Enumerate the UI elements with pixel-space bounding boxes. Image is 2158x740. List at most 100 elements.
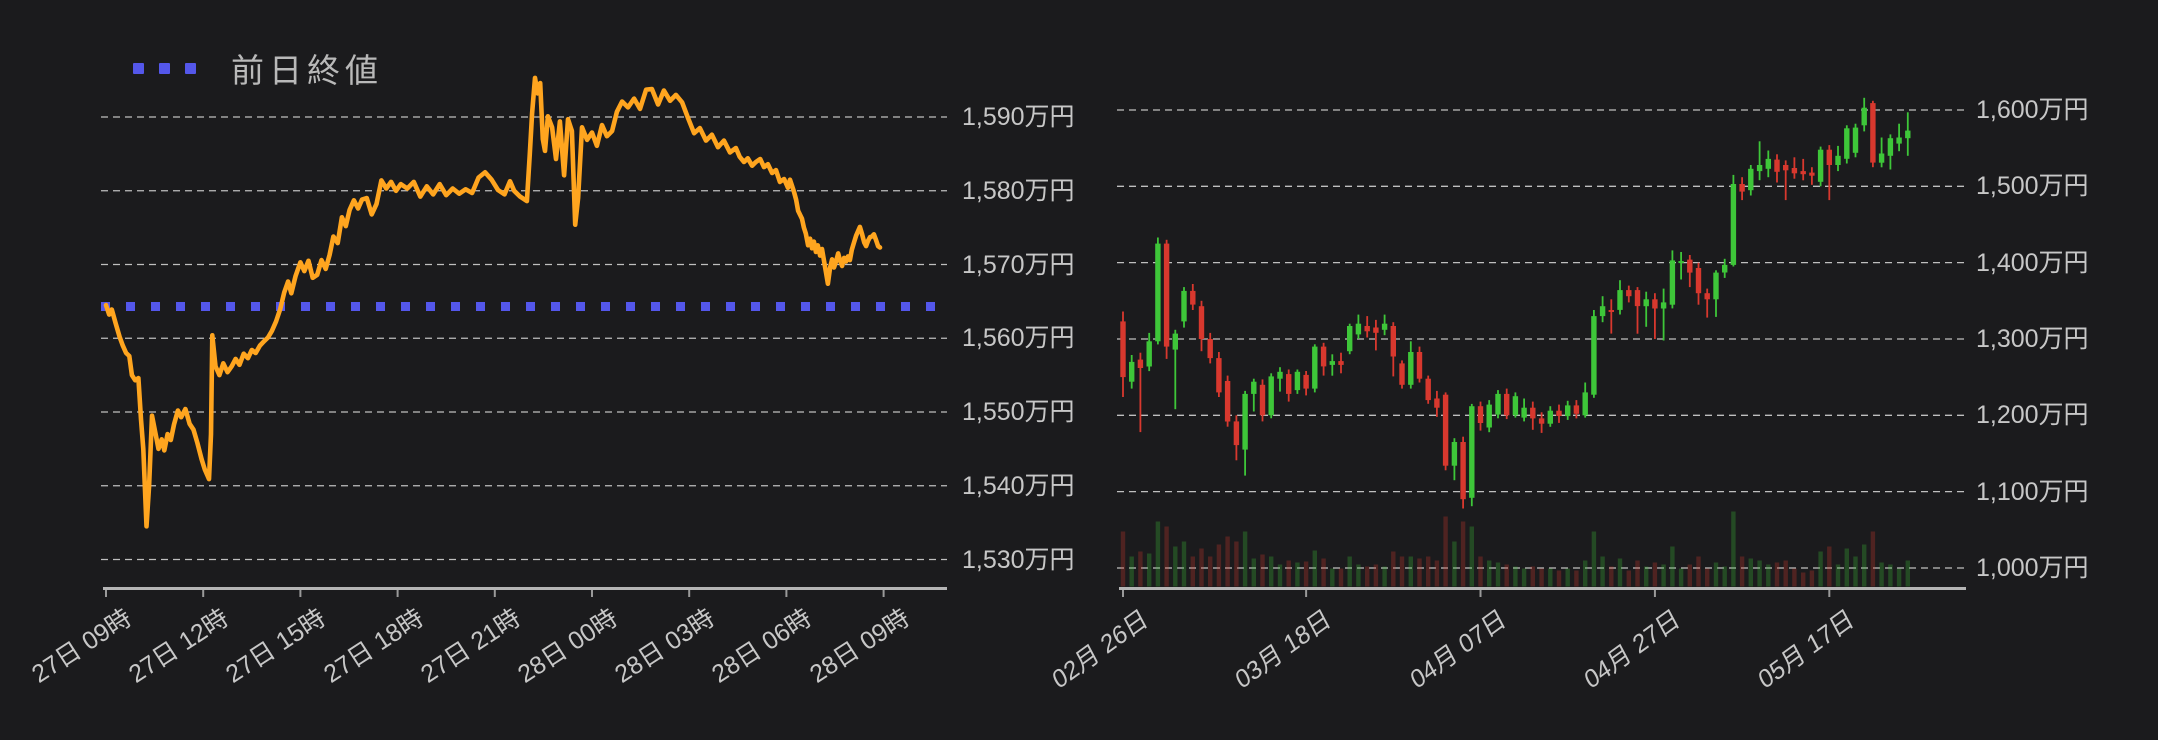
volume-bar: [1617, 558, 1623, 587]
candle-body-down: [1530, 407, 1536, 419]
candle-body-up: [1565, 405, 1571, 417]
volume-bar: [1661, 564, 1666, 587]
candle-body-down: [1216, 358, 1222, 393]
volume-bar: [1835, 564, 1841, 587]
candle-body-up: [1835, 155, 1841, 165]
volume-bar: [1635, 560, 1640, 587]
volume-bar: [1600, 556, 1605, 587]
candle-body-up: [1495, 393, 1501, 415]
candle-body-down: [1416, 352, 1423, 379]
candle-wick: [1706, 288, 1709, 318]
volume-bar: [1443, 516, 1448, 587]
prev-close-dot-icon: [185, 62, 196, 74]
volume-bar: [1382, 566, 1387, 587]
volume-bar: [1565, 568, 1570, 587]
volume-bar: [1583, 560, 1588, 587]
volume-bar: [1574, 570, 1579, 587]
volume-bar: [1129, 556, 1134, 587]
volume-bar: [1277, 564, 1283, 587]
candle-body-up: [1582, 392, 1588, 416]
volume-bar: [1766, 564, 1771, 587]
candle-body-down: [1207, 339, 1213, 359]
candle-wick: [1636, 287, 1639, 334]
volume-bar: [1748, 558, 1753, 587]
candle-body-down: [1425, 378, 1431, 401]
volume-bar: [1208, 556, 1213, 587]
volume-bar: [1460, 521, 1466, 587]
candle-wick: [1898, 123, 1900, 152]
candle-body-up: [1852, 127, 1859, 153]
candle-body-down: [1163, 243, 1170, 347]
candle-body-up: [1129, 361, 1135, 382]
candle-wick: [1828, 145, 1831, 201]
candle-body-up: [1660, 302, 1667, 309]
candle-body-up: [1844, 128, 1850, 159]
candle-body-down: [1695, 268, 1702, 294]
volume-bar: [1870, 531, 1876, 587]
candle-body-up: [1905, 130, 1911, 139]
volume-bar: [1548, 568, 1553, 587]
candle-body-down: [1190, 290, 1196, 305]
volume-bar: [1495, 562, 1501, 587]
volume-bar: [1539, 568, 1544, 587]
volume-bar: [1888, 564, 1893, 587]
candle-body-down: [1800, 171, 1806, 175]
volume-bar: [1670, 546, 1675, 587]
volume-bar: [1234, 541, 1239, 587]
candle-body-up: [1512, 396, 1519, 416]
candle-body-up: [1347, 326, 1353, 352]
candle-body-up: [1146, 341, 1152, 367]
candle-body-down: [1774, 159, 1780, 172]
intraday-chart-area[interactable]: [100, 40, 947, 600]
volume-bar: [1321, 558, 1326, 587]
candle-wick: [1174, 329, 1177, 410]
volume-bar: [1626, 570, 1631, 587]
candle-body-up: [1469, 406, 1475, 498]
volume-bar: [1757, 560, 1762, 587]
candle-body-up: [1861, 107, 1867, 126]
volume-bar: [1251, 558, 1256, 587]
volume-bar: [1521, 568, 1527, 587]
candle-body-up: [1172, 333, 1178, 350]
candle-body-down: [1652, 299, 1658, 309]
candle-body-down: [1460, 442, 1466, 500]
candle-body-up: [1312, 346, 1318, 389]
candle-body-up: [1381, 323, 1388, 330]
volume-bar: [1853, 556, 1858, 587]
candle-wick: [1811, 167, 1813, 185]
candle-body-down: [1259, 384, 1266, 416]
volume-bar: [1844, 548, 1849, 587]
volume-bar: [1452, 541, 1457, 587]
volume-bar: [1356, 564, 1361, 587]
prev-close-legend-label: 前日終値: [231, 52, 383, 89]
volume-bar: [1705, 568, 1710, 587]
candle-body-down: [1477, 406, 1484, 423]
volume-bar: [1652, 562, 1658, 587]
candle-body-up: [1181, 290, 1187, 322]
candle-body-up: [1887, 138, 1894, 156]
candle-body-down: [1303, 374, 1309, 389]
candle-body-down: [1634, 290, 1641, 307]
volume-bar: [1242, 531, 1248, 587]
candle-body-down: [1783, 165, 1789, 171]
candle-wick: [1139, 352, 1142, 433]
candle-body-up: [1355, 323, 1362, 335]
candle-wick: [1331, 354, 1334, 376]
candle-body-down: [1556, 410, 1562, 416]
volume-bar: [1801, 572, 1806, 587]
volume-bar: [1731, 511, 1736, 587]
volume-bar: [1609, 566, 1614, 587]
candle-body-down: [1320, 346, 1327, 367]
volume-bar: [1905, 560, 1910, 587]
volume-bar: [1173, 546, 1178, 587]
candle-body-up: [1521, 407, 1527, 418]
volume-bar: [1347, 556, 1352, 587]
volume-bar: [1199, 548, 1204, 587]
volume-bar: [1312, 550, 1317, 587]
candle-wick: [1654, 293, 1656, 339]
volume-bar: [1513, 566, 1518, 587]
daily-candlestick-chart-area[interactable]: [1117, 40, 1966, 600]
volume-bar: [1739, 556, 1745, 587]
